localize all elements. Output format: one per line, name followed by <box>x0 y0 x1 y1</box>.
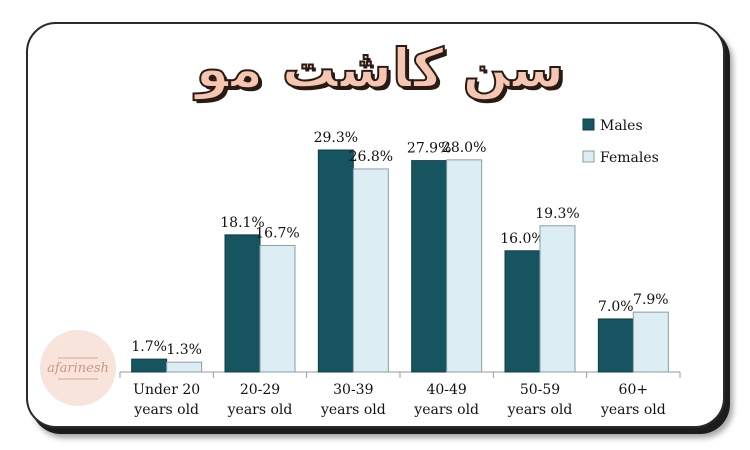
female-bar <box>166 361 203 373</box>
female-bar <box>632 311 669 373</box>
x-tick-label: 20-29 <box>240 382 280 398</box>
brand-logo: afarinesh <box>40 330 116 406</box>
male-bar <box>597 318 634 373</box>
male-bar <box>411 160 448 373</box>
data-label: 16.7% <box>255 225 299 241</box>
logo-text: afarinesh <box>47 360 109 376</box>
data-label: 1.7% <box>131 339 167 355</box>
data-label: 16.0% <box>500 231 544 247</box>
data-label: 18.1% <box>220 215 264 231</box>
male-bar <box>504 250 541 373</box>
x-tick-label: years old <box>320 402 386 418</box>
data-label: 1.3% <box>166 342 202 358</box>
data-label: 27.9% <box>407 141 451 157</box>
x-tick-label: years old <box>600 402 666 418</box>
logo-divider-top <box>58 356 98 359</box>
legend-swatch <box>582 118 595 131</box>
x-tick-label: years old <box>413 402 479 418</box>
x-tick-label: years old <box>133 402 199 418</box>
x-tick-label: years old <box>507 402 573 418</box>
data-label: 7.0% <box>598 299 634 315</box>
x-tick-label: 30-39 <box>333 382 373 398</box>
x-tick-label: Under 20 <box>133 382 200 398</box>
male-bar <box>317 149 354 373</box>
legend-label: Females <box>600 150 659 166</box>
x-tick-label: years old <box>227 402 293 418</box>
x-tick-label: 60+ <box>619 382 649 398</box>
x-tick-label: 50-59 <box>520 382 560 398</box>
female-bar <box>352 168 389 373</box>
data-label: 29.3% <box>314 130 358 146</box>
x-tick-label: 40-49 <box>426 382 466 398</box>
legend-label: Males <box>600 118 643 134</box>
data-label: 7.9% <box>633 292 669 308</box>
male-bar <box>224 234 261 373</box>
data-label: 19.3% <box>535 206 579 222</box>
data-label: 28.0% <box>442 140 486 156</box>
data-label: 26.8% <box>349 149 393 165</box>
page-title: سن کاشت مو <box>195 36 565 101</box>
female-bar <box>446 159 483 373</box>
female-bar <box>539 225 576 373</box>
logo-divider-bottom <box>58 377 98 380</box>
legend-swatch <box>582 150 595 163</box>
female-bar <box>259 244 296 373</box>
male-bar <box>131 358 168 373</box>
